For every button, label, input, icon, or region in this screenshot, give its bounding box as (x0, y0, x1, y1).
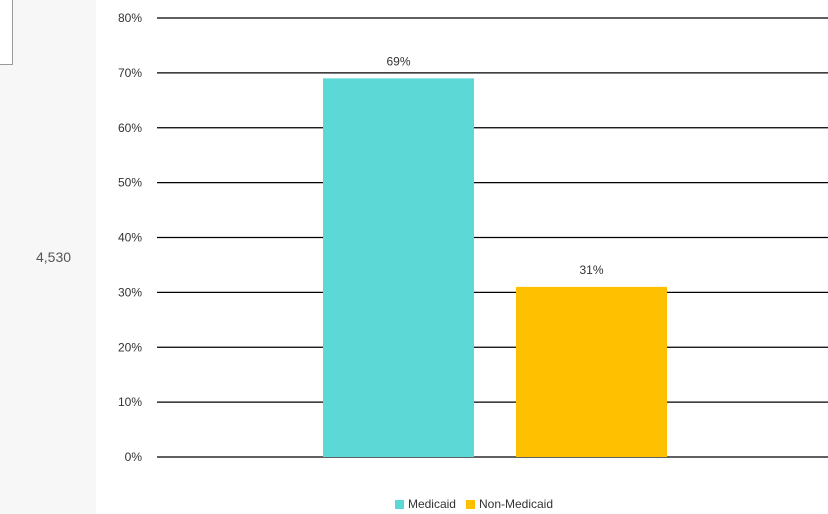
legend-swatch-non-medicaid (465, 499, 475, 509)
y-tick-label-1: 10% (118, 395, 142, 409)
data-label-non-medicaid: 31% (579, 263, 603, 277)
side-value: 4,530 (36, 249, 72, 265)
y-axis-ticks: 0% 10% 20% 30% 40% 50% 60% 70% 80% (118, 11, 142, 464)
data-label-medicaid: 69% (386, 54, 410, 68)
left-panel: 4,530 (0, 0, 96, 514)
y-tick-label-3: 30% (118, 285, 142, 299)
y-tick-label-7: 70% (118, 66, 142, 80)
gridlines (157, 17, 828, 458)
bar-non-medicaid (516, 286, 667, 457)
y-tick-label-4: 40% (118, 231, 142, 245)
legend-label-non-medicaid: Non-Medicaid (478, 497, 554, 511)
y-tick-label-5: 50% (118, 176, 142, 190)
bar-medicaid (323, 78, 474, 458)
y-tick-label-2: 20% (118, 340, 142, 354)
left-panel-box (0, 0, 13, 65)
data-labels: 69% 31% (386, 54, 603, 277)
y-tick-label-6: 60% (118, 121, 142, 135)
bars (323, 78, 667, 458)
y-tick-label-8: 80% (118, 11, 142, 25)
legend-label-medicaid: Medicaid (407, 497, 456, 511)
legend-item-non-medicaid: Non-Medicaid (465, 497, 554, 511)
legend: Medicaid Non-Medicaid (0, 497, 828, 511)
legend-item-medicaid: Medicaid (394, 497, 456, 511)
legend-swatch-medicaid (394, 499, 404, 509)
y-tick-label-0: 0% (125, 450, 143, 464)
